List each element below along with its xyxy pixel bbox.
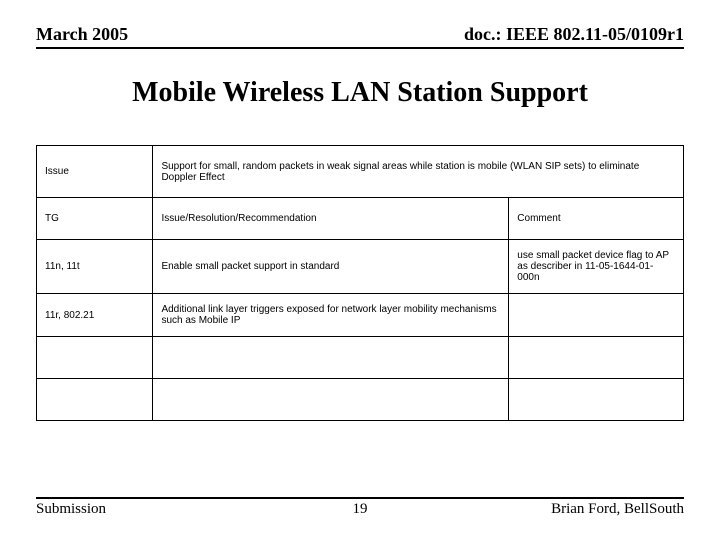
cell-tg: 11n, 11t	[37, 240, 153, 294]
cell-resolution: Enable small packet support in standard	[153, 240, 509, 294]
cell-comment: use small packet device flag to AP as de…	[509, 240, 684, 294]
cell-comment	[509, 379, 684, 421]
cell-tg: 11r, 802.21	[37, 294, 153, 337]
cell-comment	[509, 294, 684, 337]
cell-comment	[509, 337, 684, 379]
cell-resolution	[153, 379, 509, 421]
header-date: March 2005	[36, 24, 128, 45]
table-row: 11n, 11t Enable small packet support in …	[37, 240, 684, 294]
issue-table: Issue Support for small, random packets …	[36, 145, 684, 421]
table-row: 11r, 802.21 Additional link layer trigge…	[37, 294, 684, 337]
footer-divider	[36, 497, 684, 499]
table-row: Issue Support for small, random packets …	[37, 146, 684, 198]
page-number: 19	[353, 501, 368, 518]
footer-right: Brian Ford, BellSouth	[551, 501, 684, 518]
footer-left: Submission	[36, 501, 106, 518]
cell-tg-header: TG	[37, 198, 153, 240]
cell-resolution	[153, 337, 509, 379]
table-row	[37, 337, 684, 379]
cell-tg	[37, 379, 153, 421]
cell-resolution: Additional link layer triggers exposed f…	[153, 294, 509, 337]
cell-issue-desc: Support for small, random packets in wea…	[153, 146, 684, 198]
page-title: Mobile Wireless LAN Station Support	[36, 77, 684, 109]
table-row: TG Issue/Resolution/Recommendation Comme…	[37, 198, 684, 240]
header-doc-id: doc.: IEEE 802.11-05/0109r1	[464, 24, 684, 45]
table-row	[37, 379, 684, 421]
cell-tg	[37, 337, 153, 379]
header: March 2005 doc.: IEEE 802.11-05/0109r1	[36, 24, 684, 49]
cell-issue-label: Issue	[37, 146, 153, 198]
cell-resolution-header: Issue/Resolution/Recommendation	[153, 198, 509, 240]
cell-comment-header: Comment	[509, 198, 684, 240]
